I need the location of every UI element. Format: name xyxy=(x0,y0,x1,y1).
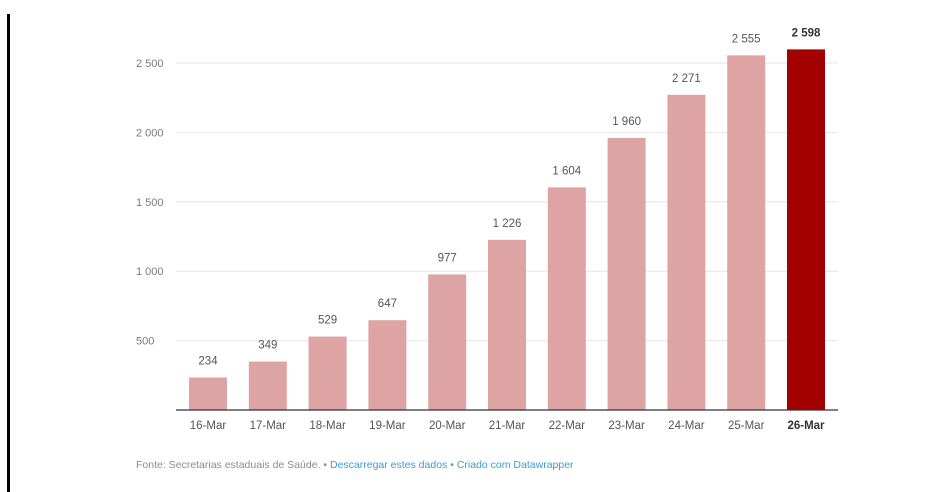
bar xyxy=(787,49,825,411)
value-label: 1 226 xyxy=(493,218,522,230)
value-label: 2 271 xyxy=(672,73,701,85)
bar xyxy=(248,361,287,410)
y-tick-label: 500 xyxy=(136,336,154,348)
x-tick-label: 18-Mar xyxy=(309,420,346,432)
value-label: 1 604 xyxy=(552,165,581,177)
y-axis-tick-labels: 500 1 000 1 500 2 000 2 500 xyxy=(136,58,164,348)
x-tick-label: 25-Mar xyxy=(728,420,765,432)
datawrapper-link[interactable]: Criado com Datawrapper xyxy=(456,459,574,471)
bar xyxy=(308,336,347,410)
value-label: 349 xyxy=(258,340,277,352)
x-tick-label: 23-Mar xyxy=(608,420,645,432)
value-label: 647 xyxy=(378,298,397,310)
y-tick-label: 2 000 xyxy=(136,127,164,139)
separator: • xyxy=(323,459,328,471)
download-data-link[interactable]: Descarregar estes dados xyxy=(329,459,448,471)
bar xyxy=(547,187,586,410)
bar xyxy=(428,274,467,410)
y-tick-label: 1 500 xyxy=(136,197,164,209)
value-label: 2 598 xyxy=(792,27,821,39)
x-axis-tick-labels: 16-Mar 17-Mar 18-Mar 19-Mar 20-Mar 21-Mar 22-M… xyxy=(190,420,825,432)
value-label: 2 555 xyxy=(732,33,761,45)
x-tick-label: 19-Mar xyxy=(369,420,406,432)
value-labels: 234 349 529 647 977 1 226 1 604 1 960 2 271 2 555… xyxy=(198,27,821,367)
x-tick-label: 21-Mar xyxy=(489,420,526,432)
bar xyxy=(727,55,766,411)
x-tick-label: 17-Mar xyxy=(250,420,287,432)
x-tick-label: 26-Mar xyxy=(787,420,825,432)
separator: • xyxy=(450,459,454,471)
value-label: 1 960 xyxy=(612,116,641,128)
x-tick-label: 24-Mar xyxy=(668,420,705,432)
source-text: Fonte: Secretarias estaduais de Saúde. xyxy=(136,459,321,471)
bars xyxy=(189,49,825,411)
bar xyxy=(368,320,407,410)
y-tick-label: 2 500 xyxy=(136,58,164,70)
bar xyxy=(607,137,646,410)
bar xyxy=(189,377,227,410)
left-border xyxy=(7,14,10,492)
y-tick-label: 1 000 xyxy=(136,266,164,278)
x-tick-label: 20-Mar xyxy=(429,420,466,432)
value-label: 529 xyxy=(318,315,337,327)
bar xyxy=(667,94,706,410)
x-tick-label: 22-Mar xyxy=(549,420,586,432)
source-footer: Fonte: Secretarias estaduais de Saúde. •… xyxy=(136,459,574,471)
bar xyxy=(488,239,526,410)
value-label: 977 xyxy=(438,252,457,264)
value-label: 234 xyxy=(198,356,218,368)
x-tick-label: 16-Mar xyxy=(190,420,227,432)
